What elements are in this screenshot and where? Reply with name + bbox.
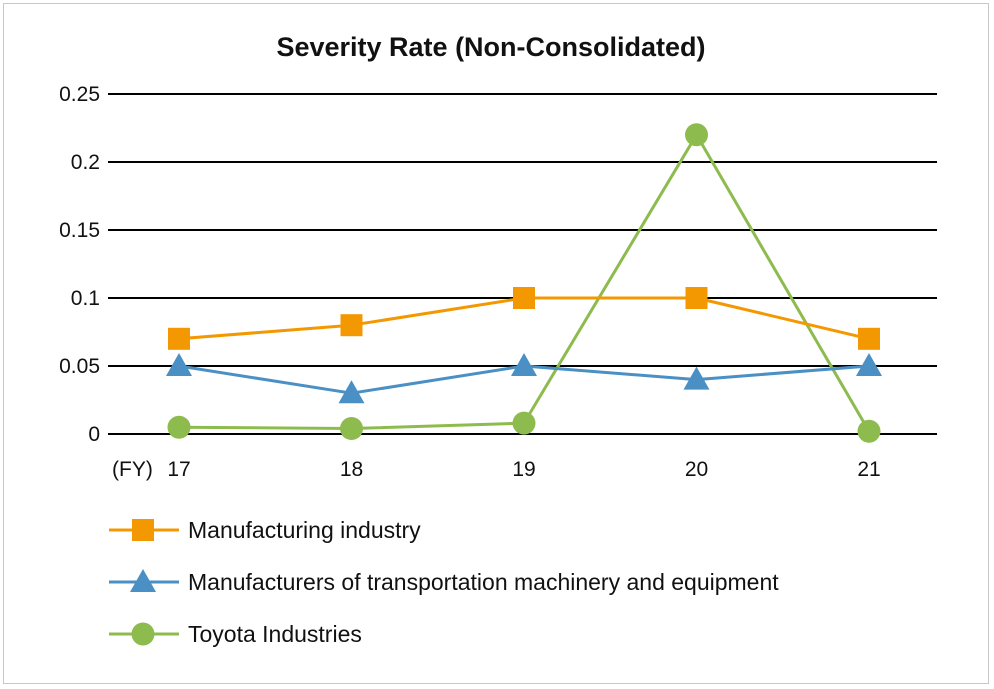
data-point-circle <box>685 123 708 147</box>
data-point-square <box>858 327 880 350</box>
y-tick-label: 0 <box>88 423 100 446</box>
chart-frame <box>3 3 989 684</box>
gridlines <box>108 93 937 435</box>
data-point-circle <box>167 415 191 439</box>
chart-title: Severity Rate (Non-Consolidated) <box>276 32 705 62</box>
data-point-circle <box>857 419 881 443</box>
legend-label: Toyota Industries <box>188 621 362 647</box>
series-lines <box>178 133 871 433</box>
legend: Manufacturing industry Manufacturers of t… <box>109 517 779 647</box>
series-line <box>178 133 871 433</box>
legend-marker-triangle <box>130 569 156 592</box>
y-tick-label: 0.1 <box>71 287 100 310</box>
data-point-triangle <box>511 353 537 376</box>
legend-label: Manufacturers of transportation machiner… <box>188 569 779 595</box>
x-tick-label: 17 <box>167 458 190 481</box>
x-axis-ticks: (FY) 17 18 19 20 21 <box>112 458 881 481</box>
y-tick-label: 0.2 <box>71 151 100 174</box>
data-point-square <box>340 314 363 337</box>
data-point-triangle <box>166 353 192 376</box>
y-axis-ticks: 0 0.05 0.1 0.15 0.2 0.25 <box>59 83 100 446</box>
y-tick-label: 0.25 <box>59 83 100 106</box>
legend-marker-circle <box>131 622 155 646</box>
x-tick-label: 18 <box>340 458 363 481</box>
y-tick-label: 0.05 <box>59 355 100 378</box>
data-point-square <box>168 327 190 350</box>
data-point-square <box>513 287 535 309</box>
x-tick-label: 21 <box>857 458 880 481</box>
data-point-circle <box>340 417 363 441</box>
data-point-circle <box>512 411 536 435</box>
data-point-triangle <box>856 353 882 376</box>
legend-label: Manufacturing industry <box>188 517 421 543</box>
data-point-triangle <box>683 366 710 390</box>
x-tick-label: 20 <box>685 458 708 481</box>
data-point-triangle <box>338 380 365 404</box>
data-point-square <box>685 287 708 309</box>
y-tick-label: 0.15 <box>59 219 100 242</box>
x-axis-unit-label: (FY) <box>112 458 153 481</box>
series-markers <box>166 123 882 443</box>
legend-marker-square <box>132 519 154 541</box>
x-tick-label: 19 <box>512 458 535 481</box>
